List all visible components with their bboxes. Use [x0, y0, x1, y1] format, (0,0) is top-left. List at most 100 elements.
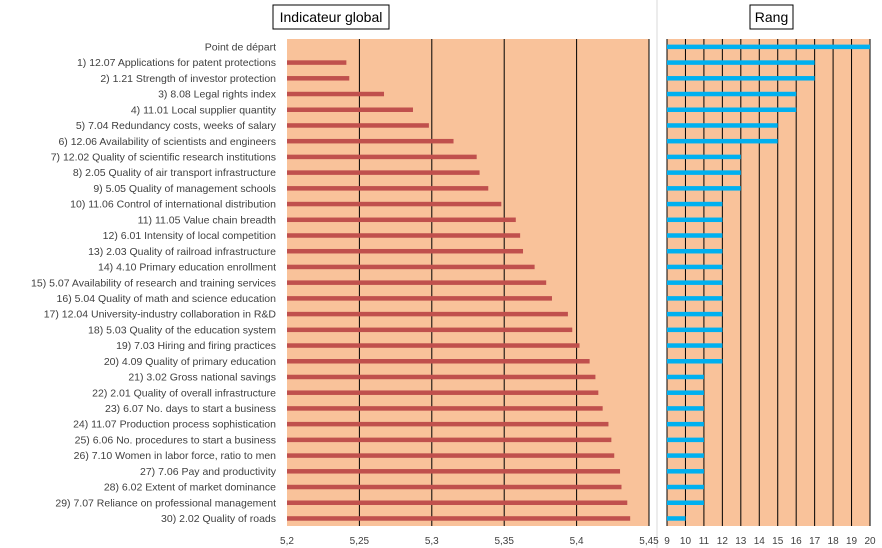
x-tick-label: 20 — [864, 536, 876, 547]
global-bar — [287, 154, 477, 160]
global-bar — [287, 500, 628, 505]
rank-bar — [667, 453, 704, 458]
rank-bar — [667, 154, 741, 160]
rank-bar — [667, 359, 723, 364]
global-bar — [287, 343, 580, 348]
category-label: 20) 4.09 Quality of primary education — [104, 356, 276, 368]
category-label: 19) 7.03 Hiring and firing practices — [116, 340, 276, 352]
category-label: 5) 7.04 Redundancy costs, weeks of salar… — [76, 120, 277, 132]
x-tick-label: 14 — [754, 536, 766, 547]
global-bar — [287, 374, 596, 380]
x-tick-label: 10 — [680, 536, 692, 547]
rank-bar — [667, 500, 704, 505]
x-tick-label: 15 — [772, 536, 784, 547]
global-bar — [287, 421, 609, 427]
global-bars — [287, 60, 631, 521]
category-label: 2) 1.21 Strength of investor protection — [100, 73, 276, 85]
rank-bar — [667, 390, 704, 395]
category-label: 18) 5.03 Quality of the education system — [88, 324, 276, 336]
rank-bar — [667, 107, 797, 112]
rank-bar — [667, 91, 797, 97]
category-label: 27) 7.06 Pay and productivity — [140, 466, 277, 478]
rank-panel: Rang 9 10 11 12 13 14 15 16 17 18 19 20 — [664, 4, 876, 547]
x-tick-label: 9 — [664, 536, 670, 547]
category-label: 6) 12.06 Availability of scientists and … — [58, 136, 276, 148]
global-bar — [287, 516, 631, 521]
rank-bar — [667, 60, 815, 65]
global-bar — [287, 123, 429, 128]
global-tick-labels: 5,2 5,25 5,3 5,35 5,4 5,45 — [280, 536, 659, 547]
global-title-box — [272, 4, 390, 30]
category-label: 14) 4.10 Primary education enrollment — [98, 262, 276, 274]
global-bar — [287, 233, 521, 238]
x-tick-label: 19 — [846, 536, 858, 547]
global-bar — [287, 390, 599, 395]
x-tick-label: 11 — [699, 536, 710, 547]
x-tick-label: 5,45 — [639, 536, 659, 547]
category-label: Point de départ — [205, 41, 276, 53]
x-tick-label: 5,4 — [570, 536, 584, 547]
x-tick-label: 18 — [828, 536, 840, 547]
x-tick-label: 13 — [735, 536, 747, 547]
category-label: 9) 5.05 Quality of management schools — [93, 183, 276, 195]
category-labels: Point de départ 1) 12.07 Applications for… — [31, 41, 277, 525]
global-chart-title: Indicateur global — [280, 9, 383, 25]
category-label: 30) 2.02 Quality of roads — [161, 513, 276, 525]
rank-bar — [667, 437, 704, 443]
x-tick-label: 5,2 — [280, 536, 294, 547]
x-tick-label: 5,3 — [425, 536, 439, 547]
global-bar — [287, 264, 535, 270]
rank-bar — [667, 406, 704, 411]
category-label: 24) 11.07 Production process sophisticat… — [73, 419, 276, 431]
global-bar — [287, 76, 350, 81]
rank-bar — [667, 421, 704, 427]
category-label: 13) 2.03 Quality of railroad infrastruct… — [88, 246, 276, 258]
rank-bar — [667, 374, 704, 380]
category-label: 1) 12.07 Applications for patent protect… — [77, 57, 276, 69]
category-label: 12) 6.01 Intensity of local competition — [103, 230, 277, 242]
category-label: 7) 12.02 Quality of scientific research … — [51, 152, 276, 164]
rank-bar — [667, 76, 815, 81]
global-bar — [287, 107, 413, 112]
rank-bars — [667, 44, 870, 521]
global-bar — [287, 296, 552, 301]
global-bar — [287, 484, 622, 490]
rank-bar — [667, 296, 723, 301]
global-bar — [287, 217, 516, 223]
category-label: 26) 7.10 Women in labor force, ratio to … — [74, 450, 276, 462]
category-label: 4) 11.01 Local supplier quantity — [131, 104, 277, 116]
rank-bar — [667, 186, 741, 191]
x-tick-label: 17 — [809, 536, 821, 547]
rank-chart-title: Rang — [755, 9, 788, 25]
global-bar — [287, 469, 621, 474]
category-label: 21) 3.02 Gross national savings — [128, 372, 276, 384]
x-tick-label: 16 — [791, 536, 803, 547]
category-label: 11) 11.05 Value chain breadth — [138, 214, 277, 226]
rank-bar — [667, 217, 723, 223]
rank-bar — [667, 138, 778, 144]
global-bar — [287, 60, 347, 65]
rank-title-box — [749, 4, 794, 30]
x-tick-label: 5,25 — [350, 536, 370, 547]
rank-bar — [667, 469, 704, 474]
global-bar — [287, 201, 502, 207]
category-label: 25) 6.06 No. procedures to start a busin… — [75, 434, 276, 446]
global-bar — [287, 453, 615, 458]
x-tick-label: 5,35 — [494, 536, 514, 547]
rank-bar — [667, 327, 723, 333]
global-bar — [287, 91, 385, 97]
global-bar — [287, 406, 603, 411]
rank-tick-labels: 9 10 11 12 13 14 15 16 17 18 19 20 — [664, 536, 876, 547]
global-bar — [287, 280, 547, 285]
rank-bar — [667, 170, 741, 175]
global-bar — [287, 359, 590, 364]
category-label: 3) 8.08 Legal rights index — [158, 89, 277, 101]
rank-bar — [667, 516, 686, 521]
rank-bar — [667, 44, 870, 50]
rank-bar — [667, 233, 723, 238]
rank-bar — [667, 484, 704, 490]
global-indicator-panel: Indicateur global Point de départ 1) 12.0… — [31, 4, 659, 547]
rank-bar — [667, 311, 723, 317]
category-label: 16) 5.04 Quality of math and science edu… — [57, 293, 277, 305]
category-label: 28) 6.02 Extent of market dominance — [104, 482, 276, 494]
